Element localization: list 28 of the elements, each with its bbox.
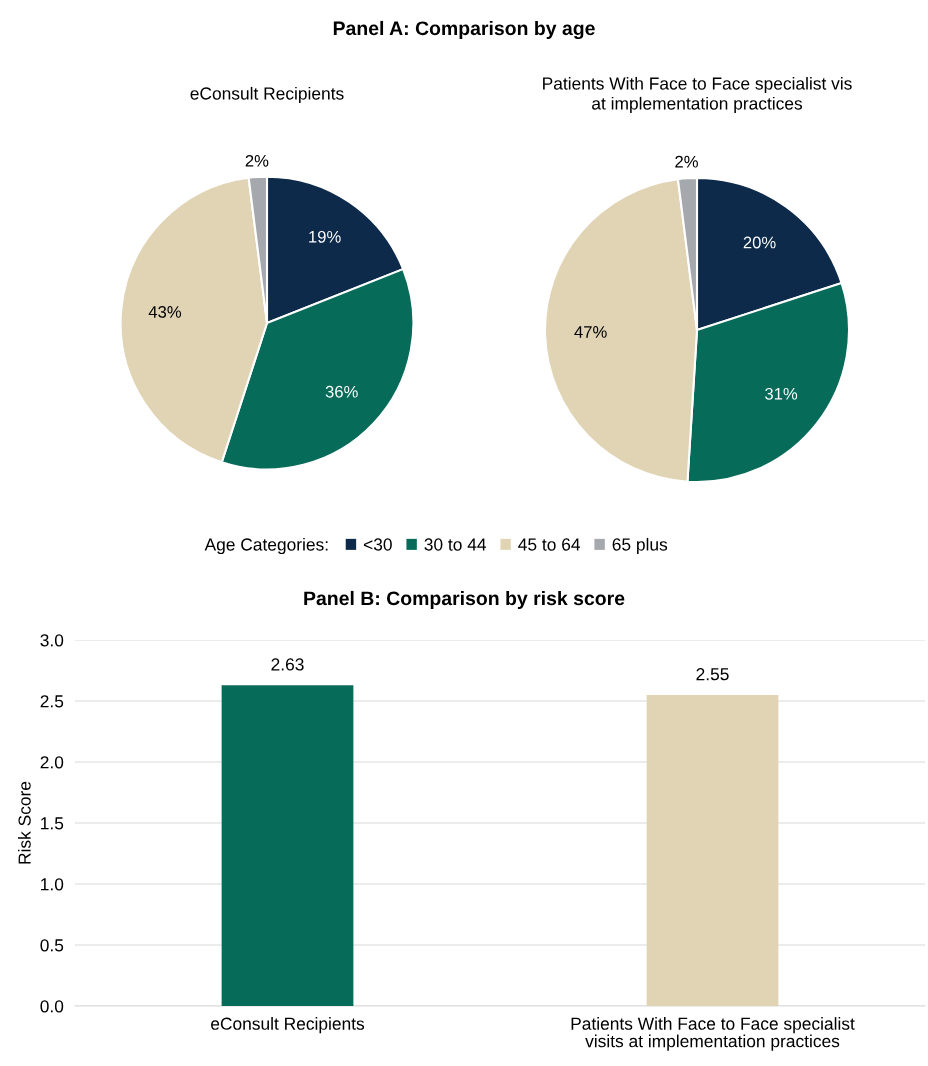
y-tick-label: 0.5 (40, 939, 64, 952)
legend-label: <30 (363, 538, 392, 551)
chart-subtitle: Patients With Face to Face specialist vis at implementation practices (543, 76, 852, 114)
legend-label: 30 to 44 (424, 538, 487, 551)
data-label: 2% (675, 155, 698, 168)
legend-label: 45 to 64 (518, 538, 581, 551)
data-label: 47% (574, 326, 607, 338)
y-tick-label: 1.0 (41, 878, 64, 891)
legend-label: 65 plus (612, 537, 668, 555)
data-label: 19% (309, 230, 341, 243)
y-tick-label: 0.0 (40, 1000, 64, 1013)
data-label: 43% (148, 306, 182, 318)
chart-title: Panel B: Comparison by risk score (304, 590, 625, 610)
legend-title: Age Categories: (204, 537, 328, 555)
data-label: 20% (743, 236, 776, 249)
data-label: 2% (245, 154, 269, 167)
chart-title: Panel A: Comparison by age (333, 20, 595, 40)
data-label: 36% (325, 385, 358, 398)
y-tick-label: 2.5 (40, 695, 64, 708)
data-label: 31% (765, 387, 798, 400)
data-label: 2.55 (696, 668, 729, 681)
chart-subtitle: eConsult Recipients (190, 86, 344, 104)
data-label: 2.63 (271, 658, 304, 671)
y-axis-title: Risk Score (18, 781, 31, 864)
y-tick-label: 2.0 (40, 756, 64, 769)
x-tick-label: Patients With Face to Face specialist visits at implementation practices (571, 1017, 855, 1051)
y-tick-label: 1.5 (41, 817, 64, 830)
y-tick-label: 3.0 (40, 634, 64, 647)
